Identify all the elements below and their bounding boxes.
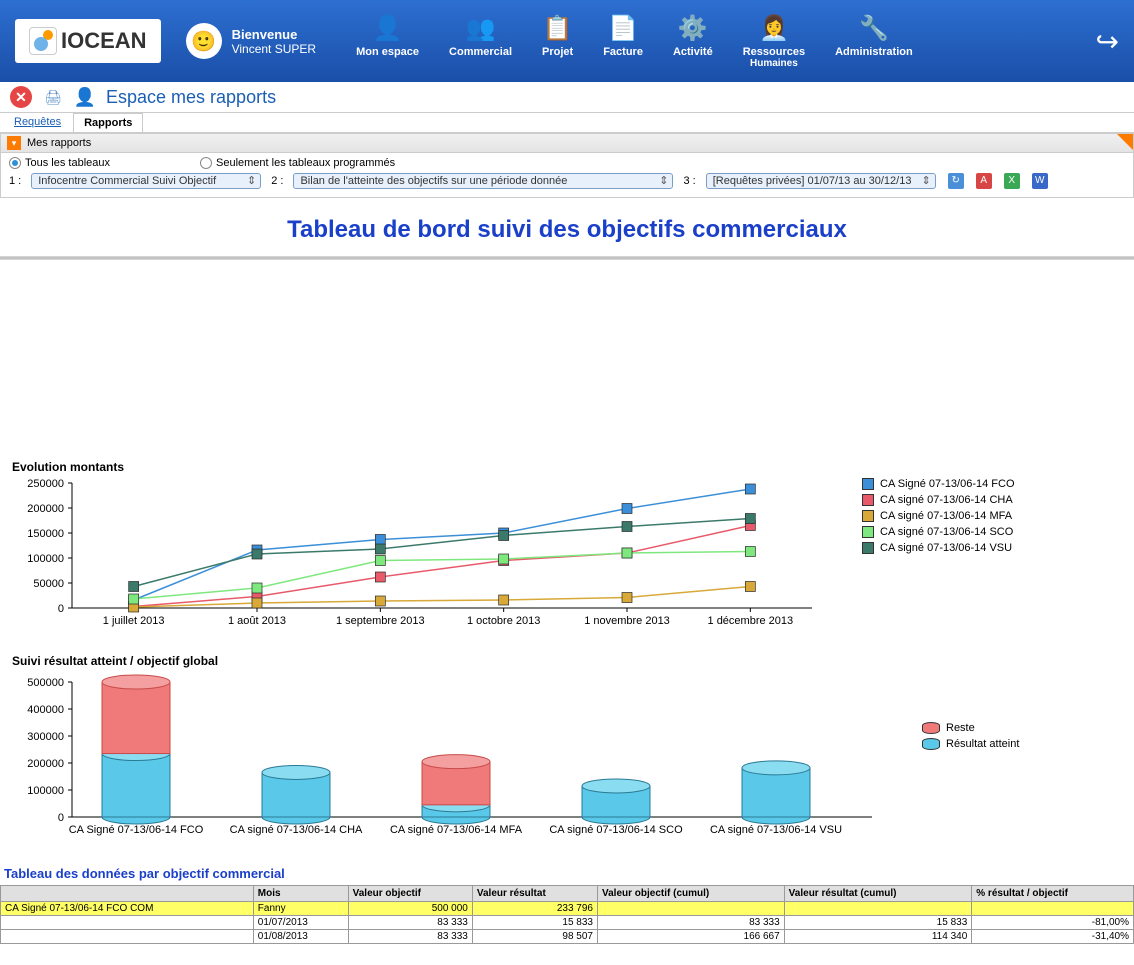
data-table: MoisValeur objectifValeur résultatValeur… — [0, 885, 1134, 944]
table-header: Valeur objectif — [348, 886, 472, 902]
nav-administration[interactable]: 🔧Administration — [835, 14, 913, 69]
page-title: Espace mes rapports — [106, 87, 276, 108]
legend-item: CA signé 07-13/06-14 VSU — [862, 542, 1015, 554]
svg-text:150000: 150000 — [27, 528, 64, 540]
legend-item: Résultat atteint — [922, 738, 1019, 750]
svg-text:500000: 500000 — [27, 677, 64, 689]
welcome-label: Bienvenue — [232, 27, 317, 42]
legend-item: CA signé 07-13/06-14 MFA — [862, 510, 1015, 522]
radio-scheduled[interactable]: Seulement les tableaux programmés — [200, 157, 395, 169]
logout-icon[interactable]: ↪ — [1096, 25, 1119, 58]
main-nav: 👤Mon espace 👥Commercial 📋Projet 📄Facture ⚙️A… — [356, 14, 1075, 69]
svg-text:1 août 2013: 1 août 2013 — [228, 615, 286, 627]
svg-text:CA signé 07-13/06-14 CHA: CA signé 07-13/06-14 CHA — [230, 824, 363, 836]
svg-text:CA signé 07-13/06-14 VSU: CA signé 07-13/06-14 VSU — [710, 824, 842, 836]
nav-commercial[interactable]: 👥Commercial — [449, 14, 512, 69]
sel2-label: 2 : — [271, 175, 283, 187]
tab-bar: RequêtesRapports — [0, 113, 1134, 133]
bar-chart: 0 100000 200000 300000 400000 500000 CA Signé … — [12, 672, 1122, 852]
refresh-icon[interactable]: ↻ — [948, 173, 964, 189]
user-icon[interactable]: 👤 — [74, 86, 96, 108]
toolbar: ✕ 🖨 👤 Espace mes rapports — [0, 82, 1134, 113]
table-header: Valeur résultat — [472, 886, 597, 902]
select-1[interactable]: Infocentre Commercial Suivi Objectif — [31, 173, 261, 189]
brand-logo: IOCEAN — [15, 19, 161, 63]
svg-text:CA signé 07-13/06-14 SCO: CA signé 07-13/06-14 SCO — [549, 824, 683, 836]
nav-mon-espace[interactable]: 👤Mon espace — [356, 14, 419, 69]
nav-facture[interactable]: 📄Facture — [603, 14, 643, 69]
table-header: Valeur résultat (cumul) — [784, 886, 972, 902]
avatar[interactable]: 🙂 — [186, 23, 222, 59]
table-row: 01/08/201383 33398 507166 667114 340-31,… — [1, 930, 1134, 944]
brand-text: IOCEAN — [61, 28, 147, 54]
svg-text:0: 0 — [58, 603, 64, 615]
legend-item: CA signé 07-13/06-14 CHA — [862, 494, 1015, 506]
svg-text:200000: 200000 — [27, 503, 64, 515]
tab-requêtes[interactable]: Requêtes — [4, 113, 71, 132]
table-header: % résultat / objectif — [972, 886, 1134, 902]
svg-text:400000: 400000 — [27, 704, 64, 716]
table-header: Valeur objectif (cumul) — [597, 886, 784, 902]
export-pdf-icon[interactable]: A — [976, 173, 992, 189]
svg-text:1 juillet 2013: 1 juillet 2013 — [103, 615, 165, 627]
nav-projet[interactable]: 📋Projet — [542, 14, 573, 69]
svg-text:100000: 100000 — [27, 553, 64, 565]
svg-text:CA signé 07-13/06-14 MFA: CA signé 07-13/06-14 MFA — [390, 824, 523, 836]
line-chart: 0 50000 100000 150000 200000 250000 1 juillet … — [12, 478, 1122, 648]
bar-chart-legend: Reste Résultat atteint — [892, 672, 1019, 852]
print-icon[interactable]: 🖨 — [42, 86, 64, 108]
svg-text:250000: 250000 — [27, 478, 64, 490]
bar-chart-title: Suivi résultat atteint / objectif global — [12, 654, 1122, 668]
select-3[interactable]: [Requêtes privées] 01/07/13 au 30/12/13 — [706, 173, 936, 189]
close-icon[interactable]: ✕ — [10, 86, 32, 108]
svg-text:1 novembre 2013: 1 novembre 2013 — [584, 615, 670, 627]
svg-text:CA Signé 07-13/06-14 FCO: CA Signé 07-13/06-14 FCO — [69, 824, 204, 836]
legend-item: CA Signé 07-13/06-14 FCO — [862, 478, 1015, 490]
svg-text:300000: 300000 — [27, 731, 64, 743]
table-header: Mois — [253, 886, 348, 902]
filter-bar: Tous les tableaux Seulement les tableaux… — [0, 153, 1134, 198]
svg-text:0: 0 — [58, 812, 64, 824]
svg-text:50000: 50000 — [33, 578, 64, 590]
table-title: Tableau des données par objectif commerc… — [0, 862, 1134, 885]
section-title: Mes rapports — [27, 137, 91, 149]
export-doc-icon[interactable]: W — [1032, 173, 1048, 189]
line-chart-legend: CA Signé 07-13/06-14 FCO CA signé 07-13/0… — [832, 478, 1015, 648]
sel3-label: 3 : — [683, 175, 695, 187]
sel1-label: 1 : — [9, 175, 21, 187]
table-header — [1, 886, 254, 902]
radio-all[interactable]: Tous les tableaux — [9, 157, 110, 169]
svg-text:1 octobre 2013: 1 octobre 2013 — [467, 615, 540, 627]
legend-item: Reste — [922, 722, 1019, 734]
line-chart-title: Evolution montants — [12, 460, 1122, 474]
svg-text:200000: 200000 — [27, 758, 64, 770]
select-2[interactable]: Bilan de l'atteinte des objectifs sur un… — [293, 173, 673, 189]
export-xls-icon[interactable]: X — [1004, 173, 1020, 189]
table-row: CA Signé 07-13/06-14 FCO COMFanny500 000… — [1, 902, 1134, 916]
nav-activité[interactable]: ⚙️Activité — [673, 14, 713, 69]
svg-text:1 décembre 2013: 1 décembre 2013 — [708, 615, 794, 627]
tab-rapports[interactable]: Rapports — [73, 113, 143, 132]
collapse-icon[interactable]: ▾ — [7, 136, 21, 150]
svg-text:100000: 100000 — [27, 785, 64, 797]
divider — [0, 256, 1134, 260]
table-row: 01/07/201383 33315 83383 33315 833-81,00… — [1, 916, 1134, 930]
report-title: Tableau de bord suivi des objectifs comm… — [0, 216, 1134, 244]
nav-ressources[interactable]: 👩‍💼RessourcesHumaines — [743, 14, 805, 69]
logo-icon — [29, 27, 57, 55]
welcome-name: Vincent SUPER — [232, 42, 317, 56]
section-header[interactable]: ▾ Mes rapports — [0, 133, 1134, 153]
legend-item: CA signé 07-13/06-14 SCO — [862, 526, 1015, 538]
welcome-block: Bienvenue Vincent SUPER — [232, 27, 317, 56]
svg-text:1 septembre 2013: 1 septembre 2013 — [336, 615, 425, 627]
app-header: IOCEAN 🙂 Bienvenue Vincent SUPER 👤Mon es… — [0, 0, 1134, 82]
